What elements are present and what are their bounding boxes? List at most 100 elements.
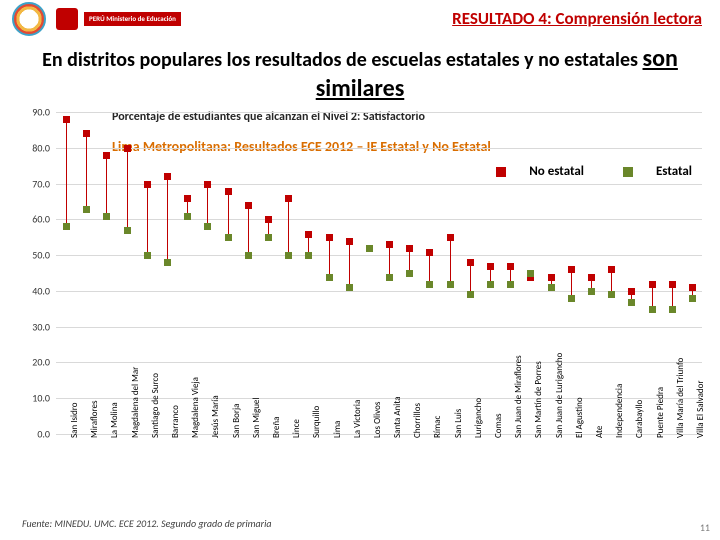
marker-no-estatal — [406, 245, 413, 252]
marker-no-estatal — [588, 274, 595, 281]
marker-estatal — [447, 281, 454, 288]
marker-estatal — [305, 252, 312, 259]
chart: Porcentaje de estudiantes que alcanzan e… — [22, 112, 702, 480]
range-line — [329, 237, 330, 276]
marker-no-estatal — [326, 234, 333, 241]
x-axis-label: Carabayllo — [634, 400, 645, 438]
page-number: 11 — [700, 521, 710, 534]
ministry-label: PERÚ Ministerio de Educación — [84, 12, 181, 26]
x-axis-label: Comas — [493, 413, 504, 438]
gridline — [56, 112, 702, 113]
marker-estatal — [63, 223, 70, 230]
marker-no-estatal — [204, 181, 211, 188]
gridline — [56, 291, 702, 292]
x-axis-label: San Juan de Lurigancho — [554, 353, 565, 438]
marker-estatal — [326, 274, 333, 281]
x-axis-label: Lurigancho — [473, 398, 484, 438]
x-axis-label: San Miguel — [251, 398, 262, 438]
range-line — [147, 184, 148, 256]
range-line — [167, 176, 168, 262]
x-axis-label: San Borja — [231, 404, 242, 438]
marker-no-estatal — [103, 152, 110, 159]
marker-no-estatal — [285, 195, 292, 202]
x-axis-label: Villa El Salvador — [695, 380, 706, 438]
result-title: RESULTADO 4: Comprensión lectora — [452, 8, 702, 29]
marker-no-estatal — [548, 274, 555, 281]
marker-no-estatal — [447, 234, 454, 241]
shield-icon — [56, 8, 78, 30]
marker-estatal — [568, 295, 575, 302]
x-axis-label: San Luis — [453, 409, 464, 438]
marker-no-estatal — [63, 116, 70, 123]
marker-estatal — [164, 259, 171, 266]
x-axis-label: Ate — [594, 426, 605, 438]
marker-no-estatal — [144, 181, 151, 188]
x-axis-label: Santiago de Surco — [150, 373, 161, 438]
x-axis-label: La Victoria — [352, 400, 363, 438]
marker-estatal — [285, 252, 292, 259]
range-line — [450, 237, 451, 284]
marker-estatal — [487, 281, 494, 288]
x-axis-label: Chorrillos — [412, 403, 423, 438]
marker-no-estatal — [689, 284, 696, 291]
x-axis-label: Barranco — [170, 405, 181, 438]
x-axis-label: La Molina — [109, 402, 120, 438]
x-axis-label: San Martín de Porres — [533, 361, 544, 438]
x-axis-label: Lima — [332, 421, 343, 438]
x-axis-label: Independencia — [614, 384, 625, 438]
range-line — [228, 191, 229, 238]
range-line — [429, 252, 430, 284]
x-axis-label: Villa María del Triunfo — [675, 358, 686, 438]
marker-no-estatal — [346, 238, 353, 245]
marker-no-estatal — [487, 263, 494, 270]
marker-no-estatal — [507, 263, 514, 270]
y-axis-label: 0.0 — [37, 428, 50, 441]
marker-no-estatal — [225, 188, 232, 195]
marker-no-estatal — [386, 241, 393, 248]
range-line — [207, 184, 208, 227]
marker-estatal — [245, 252, 252, 259]
range-line — [571, 269, 572, 298]
marker-estatal — [386, 274, 393, 281]
marker-no-estatal — [608, 266, 615, 273]
marker-estatal — [649, 306, 656, 313]
marker-no-estatal — [265, 216, 272, 223]
range-line — [288, 198, 289, 255]
x-axis-label: Magdalena del Mar — [130, 367, 141, 438]
gridline — [56, 184, 702, 185]
y-axis-label: 10.0 — [32, 392, 50, 405]
marker-estatal — [507, 281, 514, 288]
range-line — [470, 262, 471, 294]
marker-estatal — [83, 206, 90, 213]
x-axis-label: San Juan de Miraflores — [513, 355, 524, 438]
range-line — [106, 155, 107, 216]
marker-estatal — [184, 213, 191, 220]
gridline — [56, 219, 702, 220]
range-line — [248, 205, 249, 255]
source-text: Fuente: MINEDU. UMC. ECE 2012. Segundo g… — [22, 517, 272, 530]
marker-estatal — [366, 245, 373, 252]
marker-estatal — [588, 288, 595, 295]
x-axis-label: Jesús María — [210, 395, 221, 438]
y-axis-label: 50.0 — [32, 249, 50, 262]
range-line — [66, 119, 67, 226]
marker-no-estatal — [305, 231, 312, 238]
marker-estatal — [689, 295, 696, 302]
marker-estatal — [204, 223, 211, 230]
headline-text: En distritos populares los resultados de… — [42, 48, 642, 72]
marker-estatal — [669, 306, 676, 313]
x-axis-label: San Isidro — [69, 402, 80, 438]
marker-no-estatal — [184, 195, 191, 202]
marker-estatal — [548, 284, 555, 291]
marker-no-estatal — [164, 173, 171, 180]
marker-estatal — [426, 281, 433, 288]
y-axis-label: 40.0 — [32, 284, 50, 297]
gridline — [56, 362, 702, 363]
range-line — [127, 148, 128, 230]
x-axis-label: Rímac — [432, 416, 443, 438]
slide: PERÚ Ministerio de Educación RESULTADO 4… — [0, 0, 720, 540]
marker-estatal — [225, 234, 232, 241]
gridline — [56, 255, 702, 256]
x-axis-label: El Agustino — [574, 397, 585, 438]
x-axis-label: Miraflores — [89, 401, 100, 439]
